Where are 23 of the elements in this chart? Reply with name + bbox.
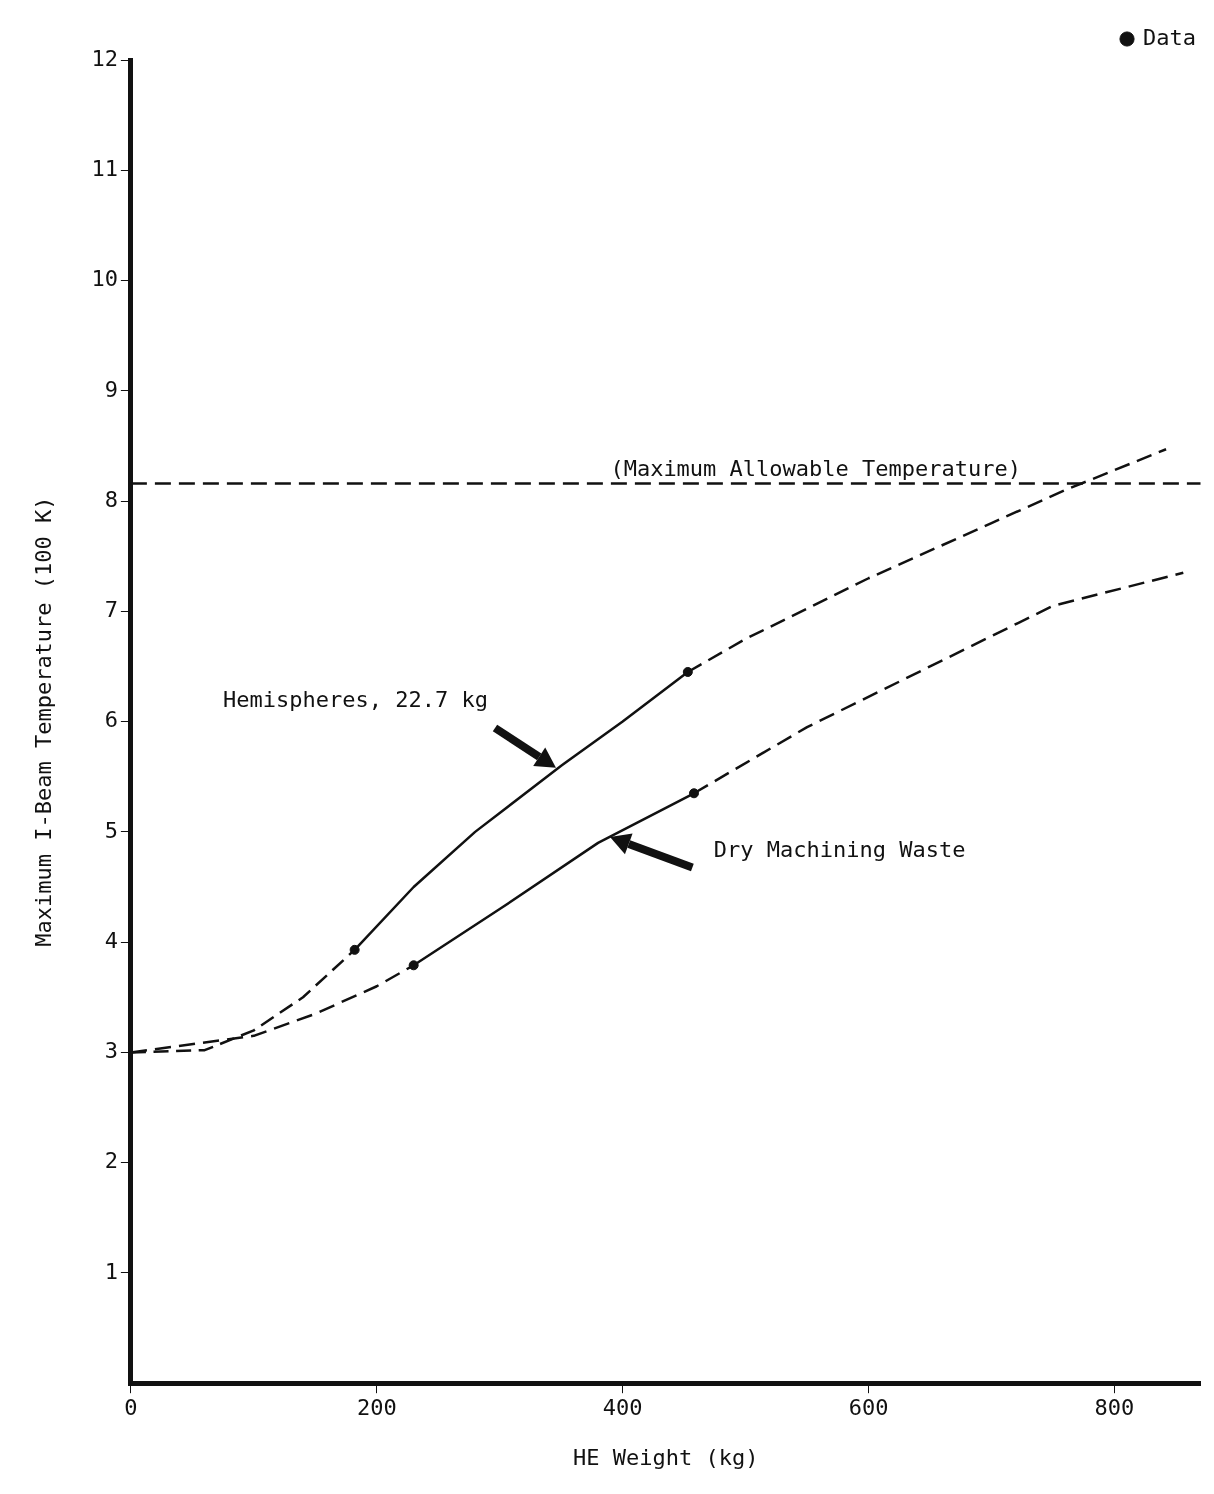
- y-tick-label: 7: [104, 597, 118, 623]
- y-tick-label: 2: [104, 1148, 118, 1174]
- y-tick-label: 8: [104, 486, 118, 512]
- y-tick-label: 6: [104, 707, 118, 733]
- y-tick-label: 10: [91, 266, 118, 292]
- x-tick-label: 0: [124, 1395, 138, 1421]
- x-tick-label: 200: [356, 1395, 397, 1421]
- annotation: Dry Machining Waste: [713, 836, 966, 862]
- legend-label: Data: [1143, 24, 1196, 50]
- x-tick-label: 800: [1094, 1395, 1135, 1421]
- y-tick-label: 3: [104, 1038, 118, 1064]
- x-tick-label: 400: [602, 1395, 643, 1421]
- y-tick-label: 9: [104, 376, 118, 402]
- y-tick-label: 4: [104, 927, 118, 953]
- x-axis-title: HE Weight (kg): [572, 1444, 759, 1470]
- y-tick-label: 1: [104, 1258, 118, 1284]
- y-tick-label: 12: [91, 45, 118, 71]
- y-tick-label: 11: [91, 155, 118, 181]
- y-axis-title: Maximum I-Beam Temperature (100 K): [30, 496, 56, 947]
- y-tick-label: 5: [104, 817, 118, 843]
- x-tick-label: 600: [848, 1395, 889, 1421]
- ref-line-label: (Maximum Allowable Temperature): [610, 456, 1021, 482]
- annotation: Hemispheres, 22.7 kg: [223, 687, 488, 713]
